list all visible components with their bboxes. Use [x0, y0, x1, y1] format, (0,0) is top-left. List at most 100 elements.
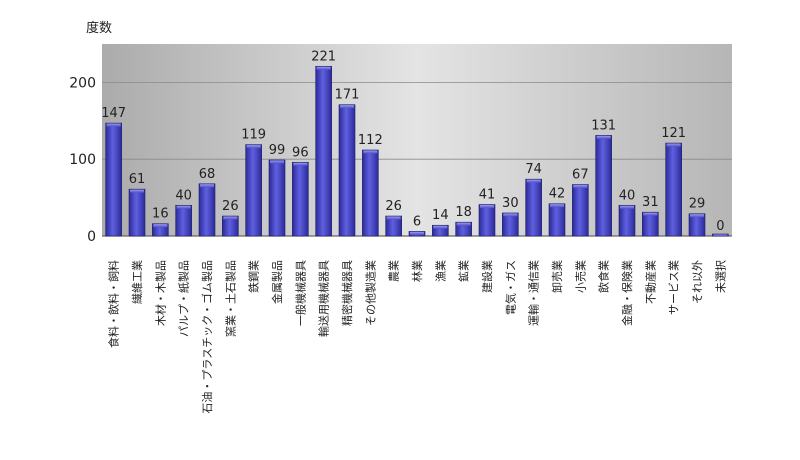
data-label: 42 — [549, 187, 566, 202]
bar-highlight — [316, 66, 331, 70]
category-label: 鉱業 — [457, 260, 471, 282]
data-label: 112 — [358, 133, 383, 148]
data-label: 18 — [455, 205, 472, 220]
data-label: 121 — [661, 126, 686, 141]
bar-highlight — [690, 214, 704, 218]
bar-highlight — [503, 213, 518, 217]
bar-highlight — [620, 205, 634, 209]
y-tick-label: 200 — [69, 75, 96, 91]
y-axis-title: 度数 — [86, 20, 112, 36]
bar — [665, 142, 682, 237]
category-label: 食料・飲料・飼料 — [107, 260, 121, 348]
category-label: 石油・プラスチック・ゴム製品 — [200, 260, 214, 414]
data-label: 221 — [311, 49, 336, 64]
bar-highlight — [573, 185, 588, 189]
category-label: 精密機械器具 — [340, 260, 354, 326]
bar-highlight — [386, 216, 401, 220]
bar-highlight — [480, 205, 494, 209]
data-label: 29 — [689, 197, 706, 212]
bar-highlight — [223, 216, 238, 220]
category-label: パルプ・紙製品 — [177, 260, 191, 337]
bar-highlight — [550, 204, 564, 208]
bar-highlight — [340, 105, 354, 109]
category-label: 林業 — [410, 260, 424, 282]
category-label: 輸送用機械器具 — [317, 260, 331, 337]
bar — [175, 204, 192, 237]
bar-highlight — [643, 212, 658, 216]
bar — [478, 204, 496, 237]
bar-highlight — [176, 205, 191, 209]
category-label: 窯業・土石製品 — [223, 260, 237, 337]
bar-highlight — [270, 160, 284, 164]
bar — [548, 203, 566, 237]
category-label: 金融・保険業 — [620, 260, 634, 326]
category-label: 飲食業 — [597, 260, 611, 293]
category-label: 未選択 — [713, 260, 727, 293]
category-label: 運輸・通信業 — [527, 260, 541, 326]
bar — [198, 183, 216, 237]
plot-area — [102, 44, 732, 236]
category-label: 木材・木製品 — [153, 260, 167, 326]
data-label: 171 — [335, 88, 360, 103]
bar — [385, 215, 402, 237]
data-label: 74 — [525, 162, 542, 177]
data-label: 26 — [222, 199, 239, 214]
data-label: 31 — [642, 195, 659, 210]
bar-highlight — [200, 184, 214, 188]
data-label: 99 — [269, 143, 286, 158]
bar-highlight — [666, 143, 681, 147]
bar — [362, 149, 379, 237]
bar-highlight — [526, 179, 541, 183]
bar-highlight — [433, 225, 448, 229]
category-label: その他製造業 — [363, 260, 377, 326]
category-label: 鉄鋼業 — [247, 260, 261, 293]
data-label: 119 — [241, 128, 266, 143]
data-label: 40 — [619, 188, 636, 203]
bar-highlight — [596, 135, 611, 139]
data-label: 41 — [479, 188, 496, 203]
bar — [595, 135, 612, 237]
category-label: 卸売業 — [550, 260, 564, 293]
category-label: 建設業 — [480, 260, 494, 293]
bar — [292, 161, 309, 237]
bar — [245, 144, 262, 237]
bar — [688, 213, 706, 237]
category-label: 農業 — [387, 260, 401, 282]
bar — [222, 215, 239, 237]
bar-highlight — [293, 162, 308, 166]
data-label: 61 — [129, 172, 146, 187]
category-label: 漁業 — [433, 260, 447, 282]
bar-highlight — [713, 234, 728, 236]
bar — [105, 122, 122, 237]
data-label: 131 — [591, 118, 616, 133]
bar — [268, 159, 286, 237]
bar — [128, 188, 146, 237]
data-label: 147 — [101, 106, 126, 121]
category-label: 電気・ガス — [503, 260, 517, 315]
y-tick-label: 0 — [87, 229, 96, 245]
data-label: 67 — [572, 168, 589, 183]
data-label: 30 — [502, 196, 519, 211]
category-label: 繊維工業 — [131, 260, 144, 304]
bar — [315, 65, 332, 237]
bar-highlight — [410, 231, 424, 235]
category-label: 不動産業 — [643, 260, 657, 304]
bar-highlight — [246, 145, 261, 149]
data-label: 6 — [413, 214, 421, 229]
bar — [502, 212, 519, 237]
category-label: 金属製品 — [270, 260, 284, 304]
bar — [642, 211, 659, 237]
bar-highlight — [130, 189, 144, 193]
data-label: 68 — [199, 167, 216, 182]
y-axis: 0 100 200 — [69, 75, 96, 245]
category-label: サービス業 — [668, 260, 681, 315]
data-label: 40 — [175, 188, 192, 203]
bar-highlight — [153, 224, 168, 228]
category-label: 小売業 — [574, 260, 587, 293]
data-label: 16 — [152, 207, 169, 222]
bar — [525, 178, 542, 237]
data-label: 14 — [432, 208, 449, 223]
bar — [432, 224, 449, 237]
category-labels: 食料・飲料・飼料 繊維工業 木材・木製品 パルプ・紙製品 石油・プラスチック・ゴム製品窯… — [107, 260, 728, 414]
